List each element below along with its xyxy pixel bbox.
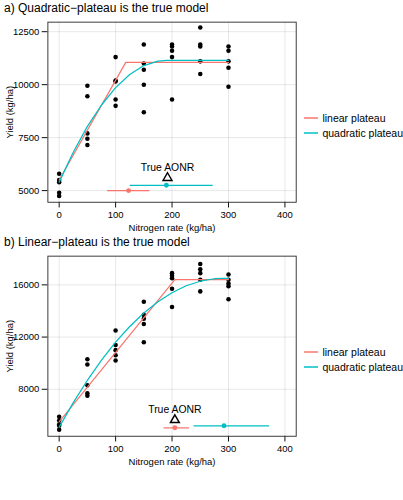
svg-text:100: 100 xyxy=(108,443,124,454)
html-text:linear plateau: linear plateau xyxy=(322,345,386,358)
svg-text:Nitrogen rate (kg/ha): Nitrogen rate (kg/ha) xyxy=(129,222,216,233)
svg-text:100: 100 xyxy=(108,209,124,220)
svg-text:16000: 16000 xyxy=(13,279,39,290)
svg-text:5000: 5000 xyxy=(18,185,39,196)
svg-text:0: 0 xyxy=(57,209,62,220)
svg-text:Yield (kg/ha): Yield (kg/ha) xyxy=(4,320,15,373)
svg-text:Nitrogen rate (kg/ha): Nitrogen rate (kg/ha) xyxy=(129,456,216,467)
html-text:quadratic plateau: quadratic plateau xyxy=(322,126,403,139)
svg-text:12000: 12000 xyxy=(13,331,39,342)
svg-text:400: 400 xyxy=(277,443,293,454)
svg-text:7500: 7500 xyxy=(18,132,39,143)
svg-text:200: 200 xyxy=(164,443,180,454)
svg-text:10000: 10000 xyxy=(13,79,39,90)
svg-text:Yield (kg/ha): Yield (kg/ha) xyxy=(4,86,15,139)
svg-text:200: 200 xyxy=(164,209,180,220)
svg-text:12500: 12500 xyxy=(13,26,39,37)
svg-text:300: 300 xyxy=(221,209,237,220)
html-text:linear plateau: linear plateau xyxy=(322,111,386,124)
svg-text:400: 400 xyxy=(277,209,293,220)
html-text:b) Linear−plateau is the true: b) Linear−plateau is the true model xyxy=(4,235,190,249)
html-text:quadratic plateau: quadratic plateau xyxy=(322,360,403,373)
svg-text:True AONR: True AONR xyxy=(148,404,202,415)
svg-text:300: 300 xyxy=(221,443,237,454)
svg-text:True AONR: True AONR xyxy=(141,162,195,173)
svg-text:8000: 8000 xyxy=(18,383,39,394)
html-text:a) Quadratic−plateau is the tr: a) Quadratic−plateau is the true model xyxy=(4,1,209,15)
svg-text:0: 0 xyxy=(57,443,62,454)
